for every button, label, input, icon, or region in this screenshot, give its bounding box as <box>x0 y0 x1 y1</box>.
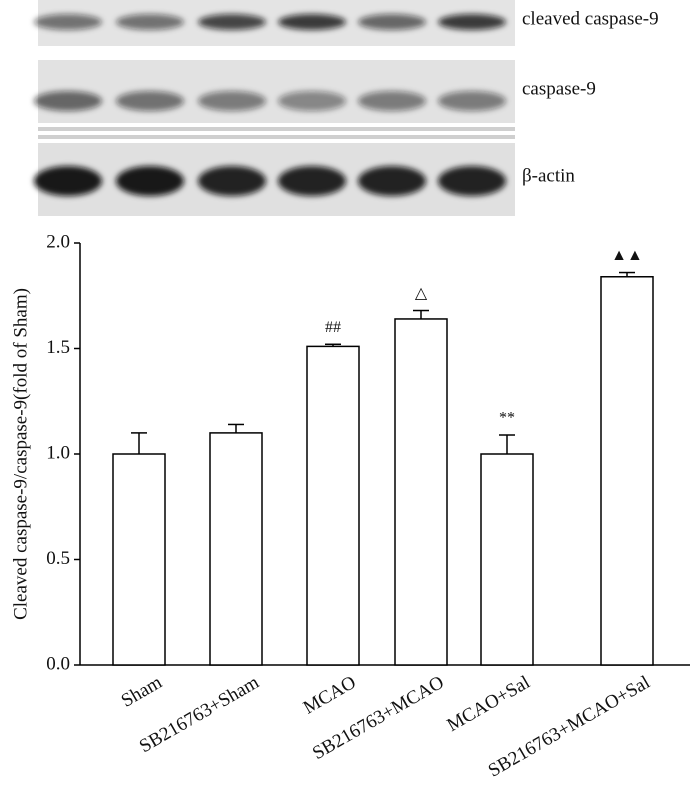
bar <box>306 345 360 666</box>
blot-band <box>198 166 266 196</box>
x-tick-label: Sham <box>118 672 166 712</box>
y-tick-label: 1.5 <box>46 337 70 358</box>
blot-band <box>358 14 426 30</box>
annotation: △ <box>415 285 428 302</box>
y-axis-label: Cleaved caspase-9/caspase-9(fold of Sham… <box>10 288 31 620</box>
blot-image <box>34 0 515 216</box>
annotation: ## <box>325 319 341 336</box>
blot-band <box>278 91 346 111</box>
x-tick-label: MCAO <box>300 672 360 719</box>
blot-band <box>34 91 102 111</box>
blot-band <box>278 166 346 196</box>
blot-band <box>358 91 426 111</box>
y-tick-label: 1.0 <box>46 442 70 463</box>
bar <box>394 318 448 666</box>
blot-band <box>116 91 184 111</box>
bar <box>209 432 263 666</box>
blot-label: cleaved caspase-9 <box>522 8 659 29</box>
y-tick-label: 0.0 <box>46 653 70 674</box>
blot-label: β-actin <box>522 165 575 186</box>
bar <box>112 453 166 666</box>
annotation: ▲▲ <box>611 247 643 264</box>
blot-band <box>438 14 506 30</box>
bar <box>600 276 654 666</box>
blot-band <box>34 14 102 30</box>
y-tick-label: 2.0 <box>46 231 70 252</box>
x-tick-label: MCAO+Sal <box>443 672 533 736</box>
blot-band <box>198 14 266 30</box>
blot-band <box>34 166 102 196</box>
y-tick-label: 0.5 <box>46 548 70 569</box>
blot-band <box>116 14 184 30</box>
blot-band <box>358 166 426 196</box>
annotation: ** <box>499 410 515 427</box>
blot-band <box>198 91 266 111</box>
blot-label: caspase-9 <box>522 78 596 99</box>
blot-band <box>438 166 506 196</box>
blot-band <box>116 166 184 196</box>
blot-band <box>278 14 346 30</box>
bar <box>480 453 534 666</box>
blot-band <box>438 91 506 111</box>
